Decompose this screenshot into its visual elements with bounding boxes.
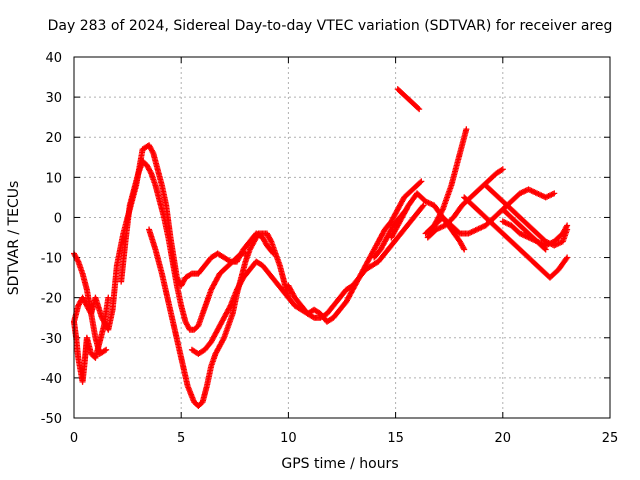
y-tick-label: -10 xyxy=(41,252,62,267)
data-point-marker xyxy=(564,254,571,261)
x-tick-label: 0 xyxy=(70,431,78,446)
data-point-marker xyxy=(460,245,467,252)
series-track-h xyxy=(394,86,423,113)
axis-ticks: 0 5 10 15 20 25 -50 -40 -30 -20 -10 0 10 20 30 40 xyxy=(41,51,619,446)
data-point-marker xyxy=(74,257,81,264)
data-point-marker xyxy=(403,206,410,213)
data-point-marker xyxy=(416,106,423,113)
data-point-marker xyxy=(101,347,108,354)
series-track-o xyxy=(499,218,549,253)
data-point-marker xyxy=(498,167,505,174)
data-point-marker xyxy=(417,179,424,186)
data-point-marker xyxy=(147,168,154,175)
data-point-marker xyxy=(499,166,506,173)
x-tick-label: 20 xyxy=(495,431,512,446)
data-point-marker xyxy=(103,346,110,353)
y-tick-label: -40 xyxy=(41,372,62,387)
chart-title: Day 283 of 2024, Sidereal Day-to-day VTE… xyxy=(47,18,613,34)
plot-frame xyxy=(73,56,611,419)
y-tick-label: 20 xyxy=(45,131,62,146)
series-track-n xyxy=(482,182,571,249)
data-point-marker xyxy=(463,126,470,133)
series-track-p xyxy=(499,186,558,213)
y-tick-label: 10 xyxy=(45,171,62,186)
y-tick-label: 40 xyxy=(45,51,62,66)
data-point-marker xyxy=(419,203,426,210)
data-point-marker xyxy=(564,226,571,233)
series-track-q xyxy=(371,206,410,261)
data-point-marker xyxy=(415,105,422,112)
y-tick-label: 0 xyxy=(54,211,62,226)
data-point-marker xyxy=(418,178,425,185)
data-point-marker xyxy=(563,255,570,262)
series-track-k xyxy=(424,166,506,241)
x-tick-label: 15 xyxy=(387,431,404,446)
data-point-marker xyxy=(439,207,446,214)
series-track-g xyxy=(285,178,425,325)
data-point-marker xyxy=(420,202,427,209)
x-axis-label: GPS time / hours xyxy=(281,456,399,472)
series-track-j xyxy=(422,126,470,237)
series-track-m xyxy=(461,194,571,281)
y-tick-label: -50 xyxy=(41,412,62,427)
data-point-marker xyxy=(542,246,549,253)
data-point-marker xyxy=(220,336,227,343)
series-track-a xyxy=(71,142,277,333)
y-tick-label: -30 xyxy=(41,332,62,347)
series-track-e xyxy=(146,226,292,409)
x-tick-label: 5 xyxy=(177,431,185,446)
data-point-marker xyxy=(402,207,409,214)
x-tick-label: 10 xyxy=(280,431,297,446)
series-track-c xyxy=(71,250,110,357)
data-point-marker xyxy=(267,237,274,244)
data-points xyxy=(71,86,571,409)
y-tick-label: -20 xyxy=(41,292,62,307)
x-tick-label: 25 xyxy=(602,431,619,446)
series-track-d xyxy=(118,158,249,333)
data-point-marker xyxy=(149,148,156,155)
data-point-marker xyxy=(551,190,558,197)
data-point-marker xyxy=(541,245,548,252)
data-point-marker xyxy=(226,304,233,311)
data-point-marker xyxy=(461,246,468,253)
series-track-i xyxy=(388,190,468,253)
y-tick-label: 30 xyxy=(45,91,62,106)
data-point-marker xyxy=(105,294,112,301)
